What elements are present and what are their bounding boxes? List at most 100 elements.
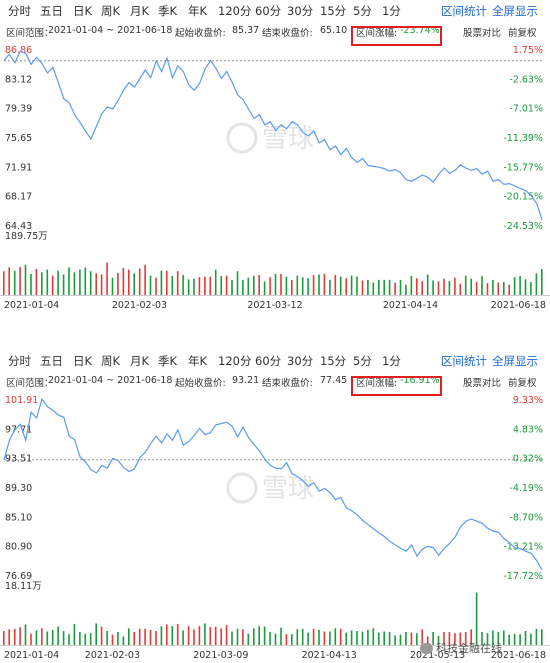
price-line — [3, 50, 543, 220]
period-tab-3[interactable]: 周K — [101, 354, 121, 368]
volume-bar — [166, 624, 168, 645]
volume-bar — [242, 629, 244, 645]
range-stats-button[interactable]: 区间统计 — [441, 354, 487, 368]
period-tab-6[interactable]: 年K — [188, 4, 208, 18]
period-tab-1[interactable]: 五日 — [40, 354, 63, 368]
volume-bar — [62, 631, 65, 645]
volume-bar — [274, 273, 277, 295]
volume-bar — [160, 626, 163, 645]
range-stats-button[interactable]: 区间统计 — [441, 4, 487, 18]
period-tab-9[interactable]: 30分 — [287, 354, 314, 368]
y-tick-label: 89.30 — [5, 483, 32, 494]
period-tab-1[interactable]: 五日 — [40, 4, 63, 18]
volume-bar — [378, 279, 380, 295]
volume-bar — [541, 269, 543, 295]
period-tab-5[interactable]: 季K — [158, 354, 178, 368]
period-tab-0[interactable]: 分时 — [8, 4, 31, 18]
volume-bar — [372, 282, 375, 295]
volume-bar — [198, 277, 201, 295]
volume-bar — [437, 281, 440, 295]
xueqiu-watermark: 雪球 — [226, 122, 314, 154]
period-tab-6[interactable]: 年K — [188, 354, 208, 368]
volume-bar — [432, 632, 434, 645]
period-tab-11[interactable]: 5分 — [353, 354, 372, 368]
x-tick-label: 2021-06-18 — [491, 300, 546, 311]
period-tab-2[interactable]: 日K — [73, 4, 93, 18]
period-tab-12[interactable]: 1分 — [382, 354, 401, 368]
period-tab-10[interactable]: 15分 — [320, 4, 347, 18]
period-tab-0[interactable]: 分时 — [8, 354, 31, 368]
volume-bar — [508, 634, 510, 645]
volume-bar — [138, 268, 141, 295]
price-chart: 雪球 86.86 1.75% 83.12 -2.63% 79.39 -7.01% 75.65 -… — [0, 45, 550, 311]
compare-button[interactable]: 股票对比 — [463, 28, 502, 39]
volume-bar — [497, 632, 500, 645]
volume-bar — [204, 276, 206, 295]
y-tick-label: 71.91 — [5, 162, 32, 173]
period-tab-11[interactable]: 5分 — [353, 4, 372, 18]
volume-bar — [128, 269, 130, 295]
period-tab-4[interactable]: 月K — [130, 354, 150, 368]
volume-bar — [30, 633, 32, 645]
period-tab-5[interactable]: 季K — [158, 4, 178, 18]
volume-bar — [421, 629, 423, 645]
volume-bar — [296, 629, 299, 645]
period-tab-9[interactable]: 30分 — [287, 4, 314, 18]
period-tab-10[interactable]: 15分 — [320, 354, 347, 368]
volume-bar — [155, 277, 157, 295]
compare-button[interactable]: 股票对比 — [463, 378, 502, 389]
volume-bar — [503, 630, 505, 645]
period-tab-8[interactable]: 60分 — [255, 354, 282, 368]
volume-bar — [274, 633, 277, 645]
end-price-value: 77.45 — [320, 375, 348, 386]
period-tab-7[interactable]: 120分 — [218, 354, 252, 368]
svg-text:雪球: 雪球 — [262, 124, 314, 154]
volume-bar — [19, 266, 21, 295]
volume-bar — [122, 268, 125, 295]
volume-bar — [176, 271, 179, 295]
volume-bar — [312, 275, 315, 295]
volume-bar — [361, 631, 364, 645]
volume-bar — [416, 633, 418, 645]
y-tick-label: 64.43 — [5, 221, 32, 232]
period-toolbar: 分时 五日 日K 周K 月K 季K 年K 120分 60分 30分 15分 5分 1分 区间统计 全屏显示 — [0, 350, 550, 372]
volume-bar — [475, 282, 478, 295]
volume-bar — [318, 629, 320, 645]
adjust-button[interactable]: 前复权 — [508, 28, 537, 39]
volume-bar — [519, 634, 521, 645]
period-tab-8[interactable]: 60分 — [255, 4, 282, 18]
change-highlight-box — [351, 26, 442, 46]
volume-bar — [345, 278, 347, 295]
y-tick-label: 76.69 — [5, 571, 32, 582]
volume-bar — [448, 281, 451, 295]
adjust-button[interactable]: 前复权 — [508, 378, 537, 389]
volume-bar — [497, 282, 500, 295]
range-label: 区间范围： — [6, 378, 54, 389]
volume-bar — [117, 272, 119, 295]
period-tab-2[interactable]: 日K — [73, 354, 93, 368]
volume-bar — [508, 284, 510, 295]
fullscreen-button[interactable]: 全屏显示 — [492, 4, 538, 18]
start-price-value: 93.21 — [232, 375, 260, 386]
period-tab-3[interactable]: 周K — [101, 4, 121, 18]
volume-bar — [464, 632, 467, 645]
volume-bar — [334, 275, 337, 295]
fullscreen-button[interactable]: 全屏显示 — [492, 354, 538, 368]
volume-bar — [171, 276, 174, 295]
period-tab-7[interactable]: 120分 — [218, 4, 252, 18]
period-tab-4[interactable]: 月K — [130, 4, 150, 18]
volume-bar — [421, 281, 423, 295]
volume-bar — [133, 632, 135, 645]
volume-bar — [253, 628, 255, 645]
volume-bar — [388, 279, 391, 295]
range-value: 2021-01-04 ~ 2021-06-18 — [48, 25, 173, 36]
volume-bar — [405, 632, 407, 645]
volume-bar — [236, 628, 239, 645]
period-tab-12[interactable]: 1分 — [382, 4, 401, 18]
volume-bar — [394, 282, 396, 295]
volume-bar — [138, 628, 141, 645]
volume-bar — [486, 633, 489, 645]
volume-bar — [350, 630, 353, 645]
volume-bar — [57, 626, 59, 645]
volume-bar — [111, 634, 114, 645]
